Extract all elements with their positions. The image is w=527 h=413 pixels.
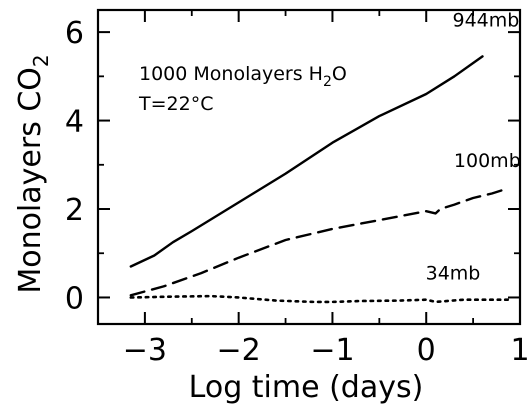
plot-frame (96, 8, 522, 326)
x-tick-label: −2 (217, 333, 261, 368)
x-axis-title: Log time (days) (189, 370, 424, 405)
series-label-100mb: 100mb (454, 150, 521, 172)
series-layer (129, 55, 512, 304)
series-label-34mb: 34mb (426, 263, 481, 285)
x-axis-ticks (97, 10, 521, 324)
y-axis-title: Monolayers CO2 (13, 54, 53, 293)
annotation-line-1: 1000 Monolayers H2O (139, 63, 347, 90)
x-axis-tick-labels: −3 −2 −1 0 1 (123, 333, 527, 368)
series-line-944mb (129, 55, 484, 268)
y-axis-title-subscript: 2 (29, 54, 53, 67)
y-axis-tick-labels: 0 2 4 6 (65, 16, 84, 316)
y-tick-label: 2 (65, 193, 84, 228)
series-line-100mb (129, 187, 508, 297)
annotation-line-1-main: 1000 Monolayers H (139, 63, 323, 85)
x-tick-label: −1 (310, 333, 354, 368)
series-label-944mb: 944mb (452, 9, 519, 31)
annotation-line-2: T=22°C (138, 93, 213, 115)
y-tick-label: 4 (65, 105, 84, 140)
annotation-line-1-suffix: O (332, 63, 347, 85)
y-tick-label: 6 (65, 16, 84, 51)
y-axis-ticks (98, 31, 520, 299)
x-tick-label: −3 (123, 333, 167, 368)
y-tick-label: 0 (65, 281, 84, 316)
x-tick-label: 1 (510, 333, 527, 368)
series-line-34mb (129, 294, 512, 304)
x-tick-label: 0 (417, 333, 436, 368)
series-labels: 944mb 100mb 34mb (426, 9, 521, 284)
y-axis-title-main: Monolayers CO (13, 67, 48, 294)
annotation-line-1-subscript: 2 (323, 74, 332, 90)
